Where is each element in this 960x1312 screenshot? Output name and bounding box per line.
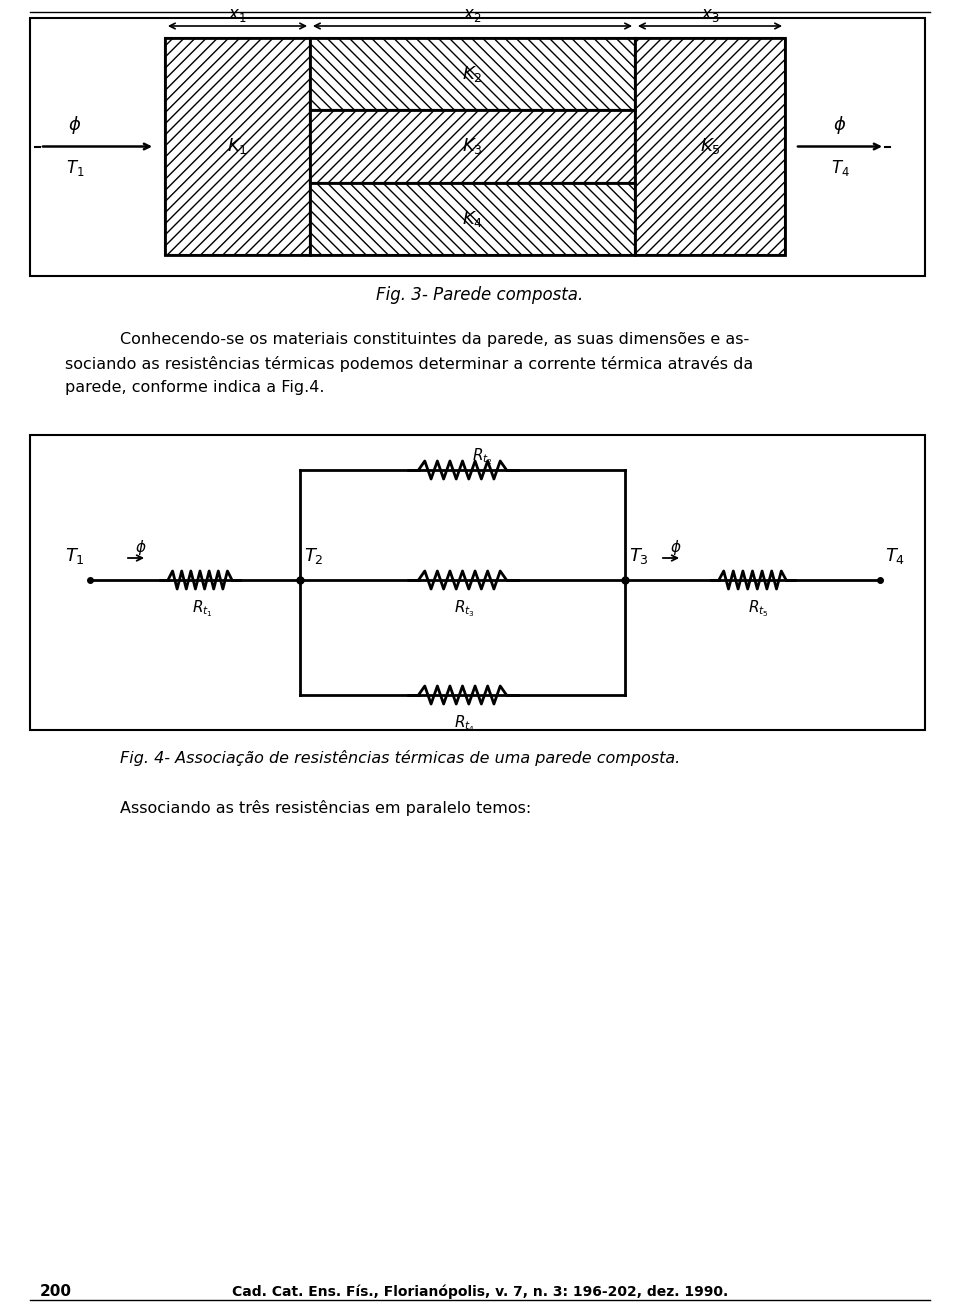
Text: $T_4$: $T_4$	[830, 159, 850, 178]
Text: Fig. 4- Associação de resistências térmicas de uma parede composta.: Fig. 4- Associação de resistências térmi…	[120, 750, 681, 766]
Text: parede, conforme indica a Fig.4.: parede, conforme indica a Fig.4.	[65, 380, 324, 395]
Text: $R_{t_4}$: $R_{t_4}$	[454, 712, 475, 733]
Bar	[165, 38, 785, 255]
Bar	[310, 182, 635, 255]
Text: $\phi$: $\phi$	[68, 114, 82, 136]
Text: Associando as três resistências em paralelo temos:: Associando as três resistências em paral…	[120, 800, 531, 816]
Text: $R_{t_5}$: $R_{t_5}$	[748, 598, 768, 618]
Text: $T_1$: $T_1$	[65, 546, 85, 565]
Bar	[310, 110, 635, 182]
Text: $x_1$: $x_1$	[228, 7, 247, 24]
Text: $x_2$: $x_2$	[464, 7, 482, 24]
Bar	[165, 38, 310, 255]
Text: 200: 200	[40, 1284, 72, 1299]
Text: Conhecendo-se os materiais constituintes da parede, as suas dimensões e as-: Conhecendo-se os materiais constituintes…	[120, 332, 749, 346]
Bar	[310, 38, 635, 110]
Text: $x_3$: $x_3$	[701, 7, 719, 24]
Text: $\phi$: $\phi$	[670, 538, 682, 558]
Text: $K_2$: $K_2$	[462, 64, 483, 84]
Text: Cad. Cat. Ens. Fís., Florianópolis, v. 7, n. 3: 196-202, dez. 1990.: Cad. Cat. Ens. Fís., Florianópolis, v. 7…	[232, 1284, 728, 1299]
Text: $K_1$: $K_1$	[228, 136, 248, 156]
Text: sociando as resistências térmicas podemos determinar a corrente térmica através : sociando as resistências térmicas podemo…	[65, 356, 754, 373]
Bar	[30, 436, 925, 729]
Text: $T_2$: $T_2$	[304, 546, 324, 565]
Bar	[635, 38, 785, 255]
Text: $T_3$: $T_3$	[629, 546, 649, 565]
Text: $\phi$: $\phi$	[135, 538, 147, 558]
Text: $T_1$: $T_1$	[65, 159, 84, 178]
Text: $R_{t_3}$: $R_{t_3}$	[454, 598, 475, 618]
Bar	[30, 18, 925, 276]
Text: $T_4$: $T_4$	[885, 546, 905, 565]
Text: $K_4$: $K_4$	[462, 209, 483, 228]
Text: $R_{t_2}$: $R_{t_2}$	[472, 446, 493, 467]
Text: $K_5$: $K_5$	[700, 136, 720, 156]
Text: Fig. 3- Parede composta.: Fig. 3- Parede composta.	[376, 286, 584, 304]
Text: $K_3$: $K_3$	[462, 136, 483, 156]
Text: $\phi$: $\phi$	[833, 114, 847, 136]
Text: $R_{t_1}$: $R_{t_1}$	[192, 598, 213, 618]
